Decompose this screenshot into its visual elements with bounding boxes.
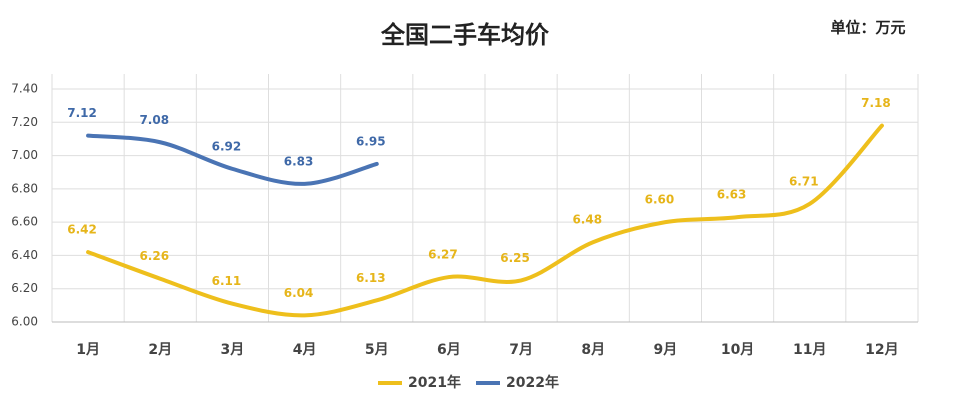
data-label: 6.63 xyxy=(717,188,747,202)
data-label: 6.04 xyxy=(284,286,314,300)
x-tick-label: 1月 xyxy=(76,342,100,358)
x-tick-label: 6月 xyxy=(437,342,461,358)
legend-label: 2021年 xyxy=(408,374,461,391)
data-label: 6.95 xyxy=(356,134,386,148)
data-label: 6.42 xyxy=(67,223,97,237)
x-tick-label: 11月 xyxy=(793,342,826,358)
y-tick-label: 6.00 xyxy=(11,315,38,329)
data-label: 6.25 xyxy=(500,251,530,265)
data-label: 7.18 xyxy=(861,96,891,110)
series-line xyxy=(86,133,379,186)
x-tick-label: 10月 xyxy=(721,342,754,358)
x-tick-label: 12月 xyxy=(865,342,898,358)
data-label: 6.48 xyxy=(572,213,602,227)
y-tick-label: 7.20 xyxy=(11,115,38,129)
y-tick-label: 7.00 xyxy=(11,148,38,162)
data-label: 6.11 xyxy=(212,274,242,288)
x-tick-label: 3月 xyxy=(221,342,245,358)
x-tick-label: 7月 xyxy=(509,342,533,358)
data-label: 7.08 xyxy=(139,113,169,127)
y-tick-label: 6.80 xyxy=(11,181,38,195)
data-label: 6.71 xyxy=(789,174,819,188)
chart-title: 全国二手车均价 xyxy=(380,21,550,49)
x-tick-label: 2月 xyxy=(148,342,172,358)
series-line xyxy=(86,123,884,318)
x-tick-label: 4月 xyxy=(293,342,317,358)
y-tick-label: 6.60 xyxy=(11,215,38,229)
data-label: 6.83 xyxy=(284,154,314,168)
x-tick-label: 5月 xyxy=(365,342,389,358)
legend-label: 2022年 xyxy=(506,374,559,391)
data-label: 6.27 xyxy=(428,248,458,262)
y-tick-label: 6.40 xyxy=(11,248,38,262)
data-label: 6.26 xyxy=(139,249,169,263)
data-label: 6.13 xyxy=(356,271,386,285)
data-label: 6.60 xyxy=(645,193,675,207)
data-label: 6.92 xyxy=(212,139,242,153)
data-label: 7.12 xyxy=(67,106,97,120)
unit-label: 单位：万元 xyxy=(830,19,905,37)
y-tick-label: 7.40 xyxy=(11,82,38,96)
x-tick-label: 9月 xyxy=(654,342,678,358)
y-tick-label: 6.20 xyxy=(11,281,38,295)
x-tick-label: 8月 xyxy=(581,342,605,358)
